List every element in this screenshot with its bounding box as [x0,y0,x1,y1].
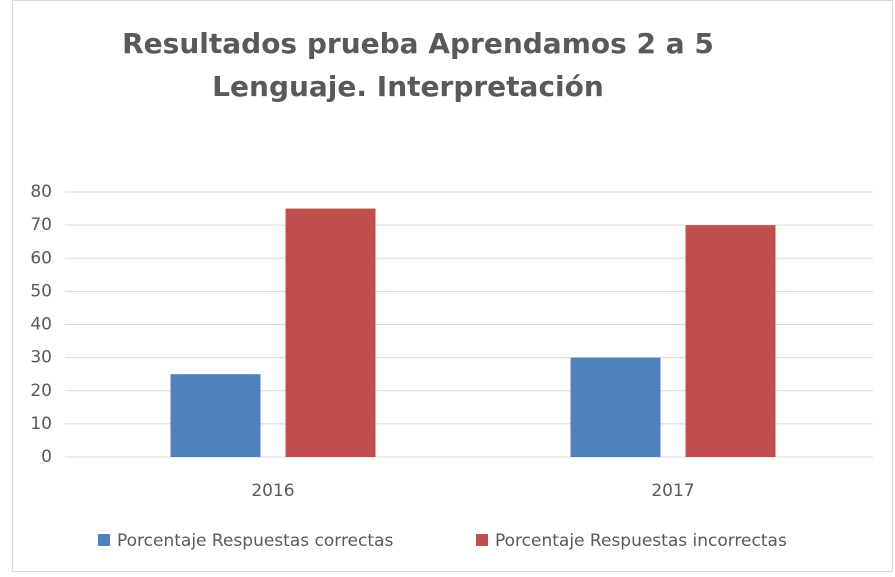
y-tick-label: 30 [30,348,52,368]
x-tick-label: 2016 [251,481,294,501]
bar [570,357,661,457]
legend-swatch [98,534,110,546]
legend-label: Porcentaje Respuestas incorrectas [495,531,787,551]
y-tick-label: 20 [30,381,52,401]
legend-label: Porcentaje Respuestas correctas [117,531,393,551]
y-tick-label: 50 [30,281,52,301]
x-tick-label: 2017 [651,481,694,501]
y-tick-label: 0 [41,447,52,467]
y-tick-label: 60 [30,248,52,268]
y-tick-label: 40 [30,315,52,335]
bar [170,374,261,457]
chart-title: Lenguaje. Interpretación [212,70,604,103]
y-tick-label: 80 [30,182,52,202]
chart-title: Resultados prueba Aprendamos 2 a 5 [122,27,714,60]
bar [285,208,376,457]
y-tick-label: 70 [30,215,52,235]
bar [685,225,776,457]
legend-swatch [476,534,488,546]
y-tick-label: 10 [30,414,52,434]
